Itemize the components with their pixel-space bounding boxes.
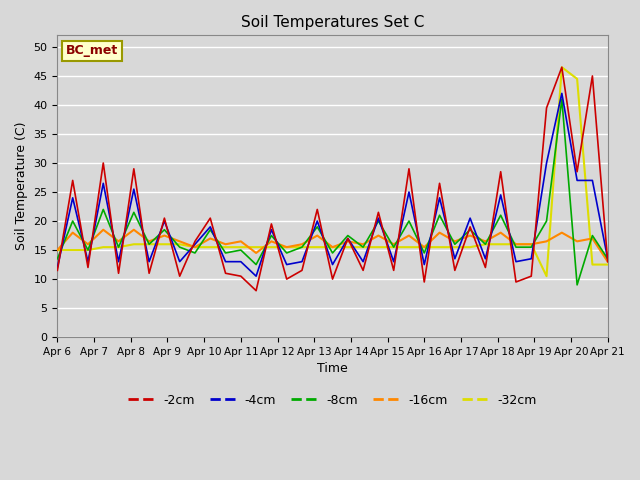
Text: BC_met: BC_met <box>66 44 118 58</box>
Y-axis label: Soil Temperature (C): Soil Temperature (C) <box>15 122 28 251</box>
Title: Soil Temperatures Set C: Soil Temperatures Set C <box>241 15 424 30</box>
X-axis label: Time: Time <box>317 362 348 375</box>
Legend: -2cm, -4cm, -8cm, -16cm, -32cm: -2cm, -4cm, -8cm, -16cm, -32cm <box>124 389 541 412</box>
